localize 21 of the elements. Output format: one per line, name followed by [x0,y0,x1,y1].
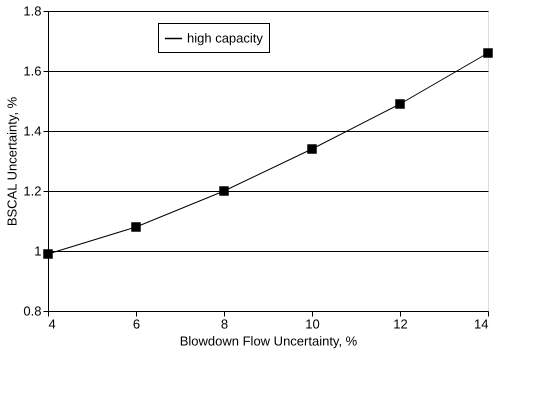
x-axis-title: Blowdown Flow Uncertainty, % [180,334,358,348]
point [131,222,141,232]
y-tick-label: 1.6 [23,64,42,78]
y-tick-label: 1 [34,244,42,258]
y-tick-label: 1.2 [23,184,42,198]
x-tick-label: 6 [132,316,140,332]
x-tick-label: 12 [393,316,408,332]
y-tick-label: 1.4 [23,124,42,138]
x-tick-label: 14 [474,316,488,332]
point [395,99,405,109]
x-tick-label: 8 [220,316,228,332]
x-tick-label: 10 [305,316,320,332]
point [219,186,229,196]
y-tick-label: 0.8 [23,304,42,318]
point [483,48,493,58]
legend-label: high capacity [187,30,264,46]
y-axis-title: BSCAL Uncertainty, % [4,96,20,226]
y-tick-label: 1.8 [23,4,42,18]
x-tick-label: 4 [48,316,56,332]
point [43,249,53,259]
point [307,144,317,154]
